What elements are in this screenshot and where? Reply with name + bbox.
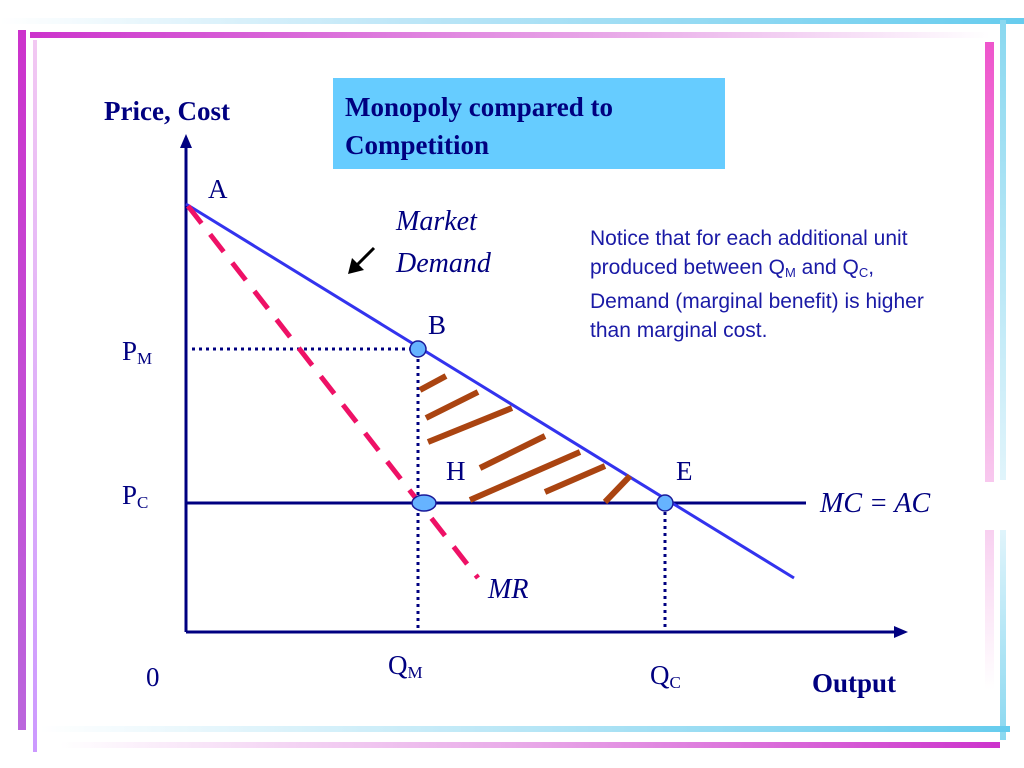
- frame-top-magenta-bar: [30, 32, 990, 38]
- explanation-note: Notice that for each additional unit pro…: [590, 224, 930, 345]
- pm-label-base: P: [122, 336, 138, 366]
- demand-pointer-arrow: [348, 246, 376, 274]
- hatch-stroke: [424, 389, 480, 421]
- hatch-area: [418, 373, 633, 505]
- pc-label: PC: [122, 480, 148, 513]
- origin-label: 0: [146, 662, 160, 692]
- frame-bottom-cyan-bar: [40, 726, 1010, 732]
- point-a-label: A: [208, 174, 228, 204]
- y-axis-arrowhead: [180, 134, 192, 148]
- note-part1: Notice that for each additional unit pro…: [590, 227, 908, 279]
- qc-label: QC: [650, 660, 681, 693]
- market-demand-label-line1: Market: [396, 206, 477, 237]
- frame-left-thin-bar: [33, 40, 37, 752]
- y-axis-title: Price, Cost: [104, 96, 230, 126]
- hatch-stroke: [468, 449, 582, 503]
- pm-label: PM: [122, 336, 152, 369]
- pc-label-sub: C: [137, 493, 149, 512]
- note-part2: and Q: [795, 256, 859, 279]
- hatch-stroke: [418, 373, 448, 393]
- mc-ac-label: MC = AC: [820, 488, 931, 519]
- frame-right-bar-lower: [985, 530, 994, 690]
- frame-left-bar: [18, 30, 26, 730]
- note-part3: , Demand (marginal benefit) is higher th…: [590, 256, 924, 342]
- qm-label-base: Q: [388, 650, 408, 680]
- frame-right-bar: [985, 42, 994, 482]
- pm-label-sub: M: [137, 349, 153, 368]
- frame-bottom-magenta-bar: [60, 742, 1000, 748]
- note-sub-c: C: [858, 265, 869, 280]
- point-e-label: E: [676, 456, 693, 486]
- point-h-marker: [411, 494, 437, 512]
- point-b-marker: [409, 340, 427, 358]
- demand-line: [185, 202, 795, 580]
- market-demand-label-line2: Demand: [396, 248, 491, 279]
- qm-label-sub: M: [407, 663, 423, 682]
- x-axis-title: Output: [812, 668, 897, 698]
- x-axis-arrowhead: [894, 626, 908, 638]
- qm-label: QM: [388, 650, 423, 683]
- frame-right-thin-bar: [1000, 20, 1006, 480]
- mr-label: MR: [488, 574, 529, 605]
- slide-title: Monopoly compared to Competition: [333, 78, 725, 169]
- frame-right-thin-bar-lower: [1000, 530, 1006, 740]
- point-e-marker: [656, 494, 674, 512]
- frame-top-bar: [0, 18, 1024, 24]
- note-sub-m: M: [784, 265, 796, 280]
- pc-label-base: P: [122, 480, 138, 510]
- hatch-stroke: [426, 405, 514, 445]
- mr-line: [186, 204, 480, 580]
- hatch-stroke: [478, 433, 547, 471]
- point-b-label: B: [428, 310, 447, 340]
- hatch-stroke: [602, 473, 633, 505]
- qc-label-sub: C: [669, 673, 681, 692]
- qc-label-base: Q: [650, 660, 670, 690]
- hatch-stroke: [543, 463, 607, 495]
- point-h-label: H: [446, 456, 466, 486]
